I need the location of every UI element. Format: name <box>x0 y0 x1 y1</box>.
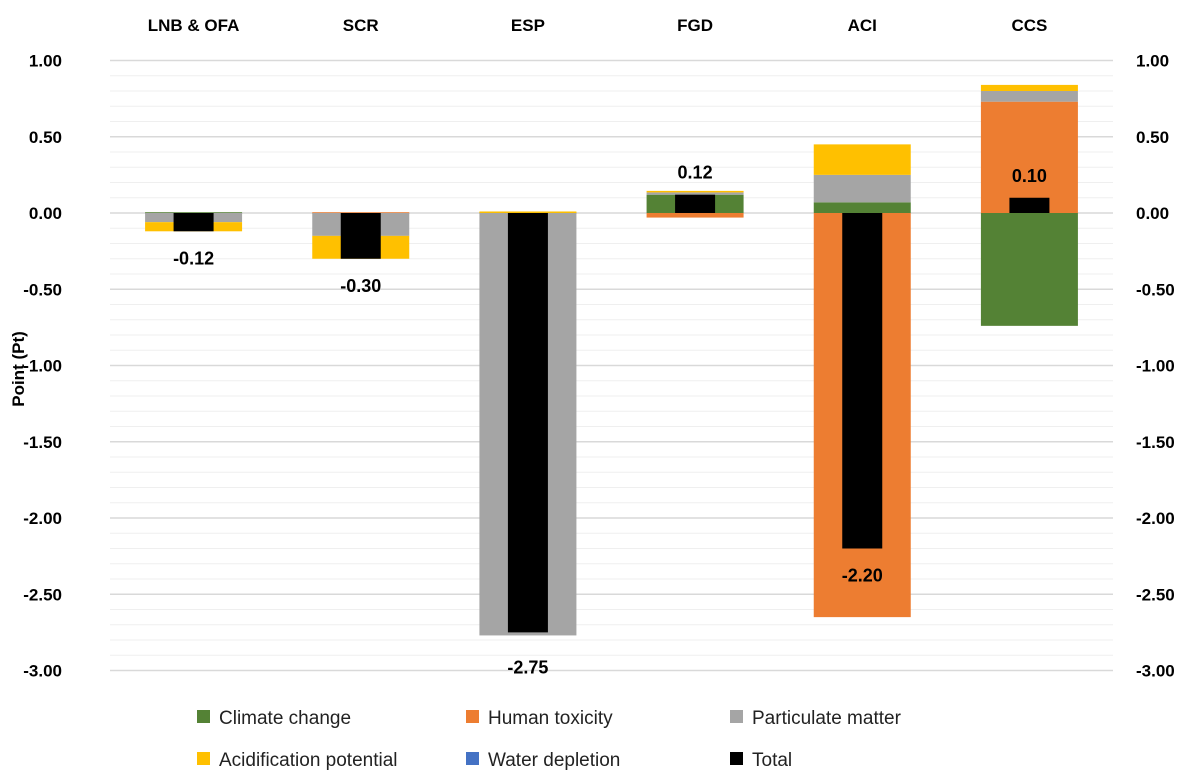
bar-segment-human-toxicity <box>980 101 1078 213</box>
y-axis-title: Point (Pt) <box>9 331 28 407</box>
y-tick-label: -3.00 <box>23 662 62 681</box>
y-tick-label: -0.50 <box>1136 280 1175 299</box>
y-tick-label: -1.00 <box>23 357 62 376</box>
category-labels: LNB & OFA SCR ESP FGD ACI CCS <box>148 16 1048 35</box>
y-tick-label: -2.50 <box>23 585 62 604</box>
y-tick-label: -1.50 <box>1136 433 1175 452</box>
bar-segment-particulate-matter <box>646 192 744 195</box>
y-tick-label: 0.00 <box>29 204 62 223</box>
category-label: ACI <box>848 16 877 35</box>
category-label: LNB & OFA <box>148 16 240 35</box>
bar-segment-human-toxicity <box>646 213 744 218</box>
bar-total <box>507 213 548 633</box>
y-tick-label: 0.50 <box>1136 128 1169 147</box>
bar-segment-climate-change <box>479 212 577 214</box>
bar-total <box>173 213 214 232</box>
y-tick-label: -0.50 <box>23 280 62 299</box>
legend-swatch <box>730 752 743 765</box>
legend-swatch <box>197 752 210 765</box>
right-y-axis: 1.00 0.50 0.00 -0.50 -1.00 -1.50 -2.00 -2.50 -3.… <box>1136 52 1175 681</box>
total-data-label: 0.12 <box>678 163 713 183</box>
legend-label: Particulate matter <box>752 708 902 729</box>
legend-label: Human toxicity <box>488 708 613 729</box>
total-data-labels: -0.12 -0.30 -2.75 0.12 -2.20 0.10 <box>173 163 1047 678</box>
bar-total <box>1009 197 1050 213</box>
y-tick-label: 0.50 <box>29 128 62 147</box>
bar-segment-climate-change <box>813 202 911 213</box>
category-label: SCR <box>343 16 379 35</box>
total-data-label: 0.10 <box>1012 166 1047 186</box>
category-label: CCS <box>1011 16 1047 35</box>
y-tick-label: -3.00 <box>1136 662 1175 681</box>
legend-swatch <box>466 752 479 765</box>
bar-segment-human-toxicity <box>312 212 410 214</box>
total-data-label: -0.30 <box>340 276 381 296</box>
category-label: ESP <box>511 16 545 35</box>
bar-segment-acidification-potential <box>646 190 744 193</box>
y-tick-label: -2.00 <box>1136 509 1175 528</box>
gridlines <box>110 59 1113 672</box>
bar-segment-acidification-potential <box>813 144 911 175</box>
y-tick-label: -2.50 <box>1136 585 1175 604</box>
bar-segment-climate-change <box>980 213 1078 326</box>
legend: Climate change Human toxicity Particulate … <box>197 708 902 771</box>
legend-label: Acidification potential <box>219 750 398 771</box>
legend-swatch <box>466 710 479 723</box>
total-data-label: -2.20 <box>842 566 883 586</box>
left-y-axis: 1.00 0.50 0.00 -0.50 -1.00 -1.50 -2.00 -2.50 -3.… <box>23 52 62 681</box>
total-data-label: -0.12 <box>173 248 214 268</box>
y-tick-label: 0.00 <box>1136 204 1169 223</box>
legend-swatch <box>730 710 743 723</box>
legend-label: Climate change <box>219 708 351 729</box>
bar-segment-particulate-matter <box>813 174 911 203</box>
y-tick-label: 1.00 <box>1136 52 1169 71</box>
total-data-label: -2.75 <box>507 657 548 677</box>
bars <box>145 84 1078 636</box>
bar-total <box>675 194 716 213</box>
y-tick-label: -2.00 <box>23 509 62 528</box>
legend-label: Total <box>752 750 792 771</box>
bar-segment-acidification-potential <box>479 211 577 213</box>
bar-segment-climate-change <box>145 212 243 214</box>
y-tick-label: 1.00 <box>29 52 62 71</box>
bar-total <box>340 213 381 259</box>
y-tick-label: -1.00 <box>1136 357 1175 376</box>
bar-segment-acidification-potential <box>980 84 1078 91</box>
category-label: FGD <box>677 16 713 35</box>
legend-swatch <box>197 710 210 723</box>
y-tick-label: -1.50 <box>23 433 62 452</box>
bar-total <box>842 213 883 549</box>
bar-segment-particulate-matter <box>980 91 1078 102</box>
legend-label: Water depletion <box>488 750 620 771</box>
